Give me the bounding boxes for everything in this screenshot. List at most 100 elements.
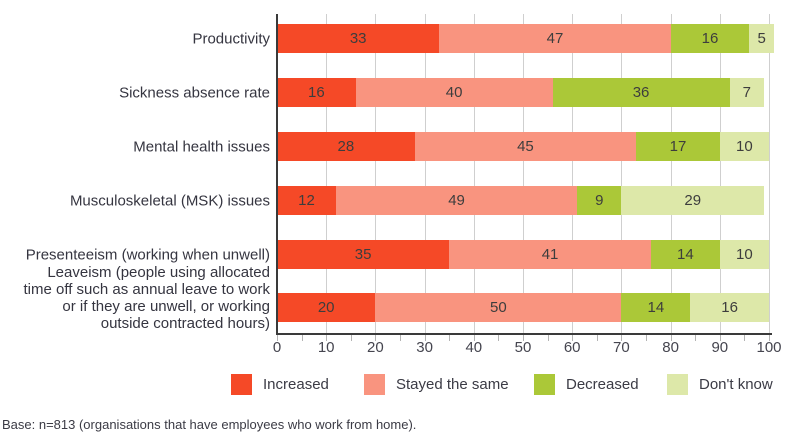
x-axis-tick bbox=[572, 335, 574, 341]
bar-row: 20 50 14 16 bbox=[277, 293, 769, 322]
x-axis-line bbox=[276, 333, 772, 335]
x-axis-tick bbox=[375, 335, 377, 341]
x-axis-tick-label: 0 bbox=[272, 339, 282, 356]
segment-value: 16 bbox=[721, 299, 738, 316]
x-axis-tick bbox=[301, 335, 303, 341]
bar-segment-increased: 28 bbox=[277, 132, 415, 161]
x-axis-tick-label: 70 bbox=[613, 339, 630, 356]
x-axis-tick-label: 40 bbox=[465, 339, 483, 356]
x-axis-tick bbox=[744, 335, 746, 341]
gridline bbox=[473, 14, 475, 333]
category-label: Productivity bbox=[192, 30, 270, 47]
bar-segment-don-t-know: 10 bbox=[719, 240, 769, 269]
x-axis-tick bbox=[769, 335, 770, 341]
gridline bbox=[523, 14, 524, 333]
x-axis-tick bbox=[670, 335, 672, 341]
legend-item-stayed-the-same: Stayed the same bbox=[364, 374, 509, 395]
legend-swatch bbox=[364, 374, 385, 395]
bar-segment-stayed-the-same: 50 bbox=[375, 293, 622, 322]
category-label: Mental health issues bbox=[133, 138, 270, 155]
bar-segment-stayed-the-same: 40 bbox=[355, 78, 553, 107]
legend-label: Stayed the same bbox=[396, 376, 509, 393]
bar-row: 28 45 17 10 bbox=[277, 132, 769, 161]
x-axis-tick-label: 50 bbox=[514, 339, 532, 356]
x-axis-tick-label: 90 bbox=[711, 339, 729, 356]
legend-swatch bbox=[667, 374, 688, 395]
gridline bbox=[572, 14, 574, 333]
x-axis-tick bbox=[719, 335, 721, 341]
bar-segment-increased: 16 bbox=[277, 78, 356, 107]
segment-value: 5 bbox=[757, 30, 766, 47]
x-axis-tick bbox=[596, 335, 598, 341]
gridline bbox=[621, 14, 623, 333]
segment-value: 36 bbox=[632, 84, 650, 101]
bar-segment-don-t-know: 29 bbox=[621, 186, 765, 215]
base-note: Base: n=813 (organisations that have emp… bbox=[2, 417, 417, 432]
x-axis-tick bbox=[326, 335, 328, 341]
x-axis-tick bbox=[646, 335, 647, 341]
gridline bbox=[670, 14, 672, 333]
legend-item-increased: Increased bbox=[231, 374, 329, 395]
legend-swatch bbox=[534, 374, 555, 395]
category-label: Sickness absence rate bbox=[119, 84, 270, 101]
category-label: Leaveism (people using allocated time of… bbox=[23, 263, 270, 332]
gridline bbox=[326, 14, 328, 333]
segment-value: 28 bbox=[337, 138, 355, 155]
segment-value: 14 bbox=[647, 299, 665, 316]
legend-swatch bbox=[231, 374, 252, 395]
segment-value: 7 bbox=[742, 84, 752, 101]
bar-segment-decreased: 9 bbox=[577, 186, 622, 215]
legend-label: Increased bbox=[263, 376, 329, 393]
x-axis-tick-label: 60 bbox=[563, 339, 581, 356]
segment-value: 16 bbox=[701, 30, 719, 47]
bar-segment-increased: 12 bbox=[277, 186, 337, 215]
gridline bbox=[719, 14, 721, 333]
x-axis-tick-label: 80 bbox=[662, 339, 679, 356]
bar-segment-stayed-the-same: 45 bbox=[414, 132, 637, 161]
x-axis-tick-label: 10 bbox=[317, 339, 335, 356]
gridline bbox=[375, 14, 377, 333]
segment-value: 50 bbox=[490, 299, 507, 316]
bar-row: 16 40 36 7 bbox=[277, 78, 765, 107]
segment-value: 10 bbox=[736, 138, 753, 155]
bar-segment-increased: 33 bbox=[277, 24, 440, 53]
bar-segment-increased: 35 bbox=[277, 240, 450, 269]
segment-value: 17 bbox=[669, 138, 687, 155]
segment-value: 16 bbox=[308, 84, 325, 101]
segment-value: 14 bbox=[677, 246, 694, 263]
x-axis-tick bbox=[449, 335, 451, 341]
bar-segment-increased: 20 bbox=[277, 293, 376, 322]
bar-segment-don-t-know: 7 bbox=[729, 78, 765, 107]
segment-value: 49 bbox=[448, 192, 465, 209]
x-axis-tick bbox=[424, 335, 426, 341]
category-label: Presenteeism (working when unwell) bbox=[25, 246, 270, 263]
bar-segment-decreased: 17 bbox=[636, 132, 720, 161]
x-axis-tick bbox=[277, 335, 278, 341]
segment-value: 35 bbox=[354, 246, 372, 263]
bar-segment-decreased: 36 bbox=[552, 78, 730, 107]
x-axis-tick-label: 20 bbox=[367, 339, 384, 356]
x-axis-tick bbox=[498, 335, 500, 341]
bar-segment-don-t-know: 5 bbox=[749, 24, 774, 53]
segment-value: 40 bbox=[445, 84, 463, 101]
x-axis-tick-label: 30 bbox=[416, 339, 433, 356]
y-axis-line bbox=[276, 14, 278, 335]
x-axis-tick bbox=[695, 335, 697, 341]
bar-segment-don-t-know: 10 bbox=[719, 132, 769, 161]
segment-value: 47 bbox=[546, 30, 564, 47]
bar-segment-stayed-the-same: 47 bbox=[439, 24, 671, 53]
category-label: Musculoskeletal (MSK) issues bbox=[69, 192, 270, 209]
segment-value: 20 bbox=[317, 299, 335, 316]
segment-value: 41 bbox=[541, 246, 559, 263]
bar-segment-stayed-the-same: 49 bbox=[336, 186, 578, 215]
segment-value: 29 bbox=[684, 192, 702, 209]
bar-segment-decreased: 14 bbox=[650, 240, 720, 269]
segment-value: 10 bbox=[736, 246, 753, 263]
bar-segment-stayed-the-same: 41 bbox=[449, 240, 651, 269]
bar-row: 12 49 9 29 bbox=[277, 186, 765, 215]
x-axis-tick-label: 100 bbox=[756, 339, 782, 356]
bar-row: 35 41 14 10 bbox=[277, 240, 769, 269]
segment-value: 33 bbox=[349, 30, 367, 47]
legend-item-decreased: Decreased bbox=[534, 374, 639, 395]
